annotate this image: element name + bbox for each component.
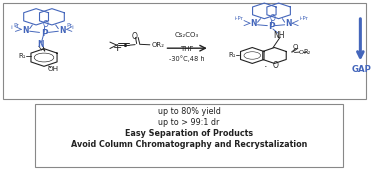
Text: i-Pr: i-Pr: [234, 16, 243, 21]
Text: NH: NH: [274, 31, 285, 40]
Text: OR₂: OR₂: [152, 42, 164, 48]
Text: O: O: [273, 61, 279, 70]
Text: THF: THF: [180, 46, 193, 52]
Text: Pr: Pr: [14, 23, 19, 28]
Text: GAP: GAP: [352, 65, 372, 74]
Text: i: i: [11, 25, 12, 30]
Text: up to 80% yield: up to 80% yield: [158, 107, 220, 116]
Text: up to > 99:1 dr: up to > 99:1 dr: [158, 118, 220, 127]
Text: -30°C,48 h: -30°C,48 h: [169, 55, 204, 62]
Text: O: O: [42, 20, 48, 29]
Text: OH: OH: [48, 66, 59, 72]
Text: +: +: [113, 43, 122, 53]
Text: Easy Separation of Products: Easy Separation of Products: [125, 129, 253, 138]
Text: P: P: [268, 22, 274, 31]
Text: N: N: [23, 26, 29, 35]
Text: P: P: [41, 29, 47, 38]
Text: Avoid Column Chromatography and Recrystalization: Avoid Column Chromatography and Recrysta…: [71, 140, 307, 149]
Text: i-Pr: i-Pr: [299, 16, 308, 21]
Text: ·: ·: [263, 62, 267, 72]
Text: N: N: [285, 19, 292, 28]
Text: R₂: R₂: [304, 49, 311, 55]
Text: N: N: [38, 40, 44, 49]
Text: O: O: [269, 14, 275, 23]
Text: Pr: Pr: [66, 23, 72, 28]
Bar: [35, 104, 343, 167]
Text: N: N: [251, 19, 257, 28]
Text: R₁: R₁: [228, 52, 236, 58]
Text: R₁: R₁: [19, 53, 26, 59]
Text: O: O: [293, 44, 298, 50]
Text: i: i: [72, 25, 73, 30]
Text: N: N: [59, 26, 65, 35]
Text: O: O: [132, 32, 137, 41]
Text: O: O: [298, 50, 304, 55]
Bar: [3, 3, 366, 99]
Text: Cs₂CO₃: Cs₂CO₃: [174, 32, 198, 38]
